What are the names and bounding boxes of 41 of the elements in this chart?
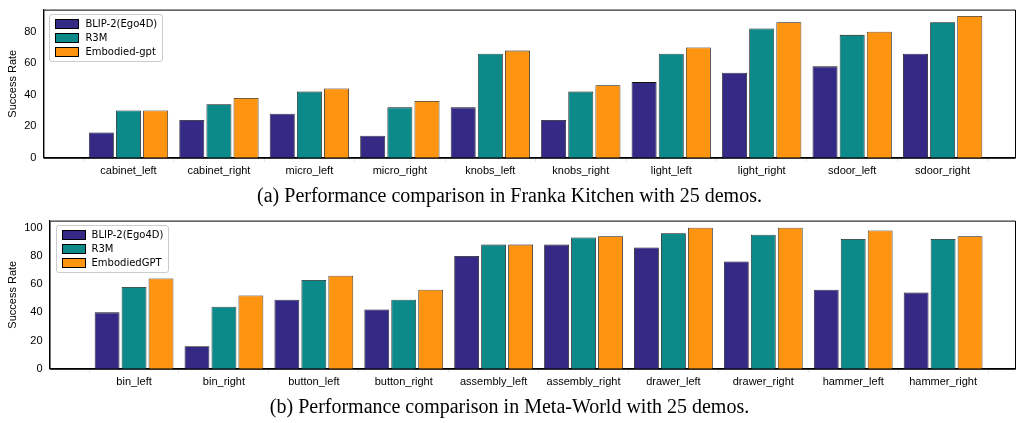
y-tick-label: 60 — [30, 277, 43, 290]
x-tick-label: bin_right — [202, 375, 246, 388]
legend-label: EmbodiedGPT — [91, 257, 162, 269]
y-tick-label: 20 — [30, 333, 43, 346]
x-tick-label: hammer_left — [822, 375, 884, 388]
x-tick-label: sdoor_right — [915, 164, 971, 177]
text: (b) Performance comparison in Meta-World with 25 demos. — [269, 395, 750, 419]
x-tick-label: cabinet_left — [100, 164, 157, 177]
y-tick-label: 0 — [30, 150, 37, 163]
x-tick-label: button_left — [288, 375, 340, 388]
legend-label: R3M — [91, 243, 114, 255]
x-tick-label: light_left — [650, 164, 692, 177]
x-tick-label: button_right — [374, 375, 433, 388]
x-tick-label: knobs_right — [552, 164, 610, 177]
y-axis-title: Success Rate — [5, 260, 18, 329]
legend-label: R3M — [85, 32, 108, 44]
x-tick-label: knobs_left — [465, 164, 516, 177]
y-tick-label: 80 — [30, 248, 43, 261]
y-tick-label: 60 — [24, 56, 37, 69]
legend-label: Embodied-gpt — [85, 46, 156, 58]
y-tick-label: 40 — [30, 305, 43, 318]
y-tick-label: 80 — [24, 24, 37, 37]
legend-label: BLIP-2(Ego4D) — [85, 18, 158, 30]
x-tick-label: micro_left — [285, 164, 334, 177]
y-tick-label: 100 — [24, 220, 43, 233]
x-tick-label: cabinet_right — [187, 164, 251, 177]
x-tick-label: light_right — [737, 164, 786, 177]
x-tick-label: bin_left — [116, 375, 152, 388]
x-tick-label: assembly_right — [546, 375, 621, 388]
x-tick-label: hammer_right — [909, 375, 978, 388]
y-axis-title: Success Rate — [5, 49, 18, 118]
x-tick-label: assembly_left — [459, 375, 528, 388]
y-tick-label: 20 — [24, 119, 37, 132]
y-tick-label: 0 — [36, 361, 43, 374]
text: (a) Performance comparison in Franka Kitchen with 25 demos. — [257, 184, 762, 208]
x-tick-label: micro_right — [372, 164, 428, 177]
x-tick-label: drawer_left — [646, 375, 701, 388]
y-tick-label: 40 — [24, 87, 37, 100]
x-tick-label: sdoor_left — [828, 164, 877, 177]
x-tick-label: drawer_right — [732, 375, 794, 388]
legend-label: BLIP-2(Ego4D) — [91, 229, 164, 241]
